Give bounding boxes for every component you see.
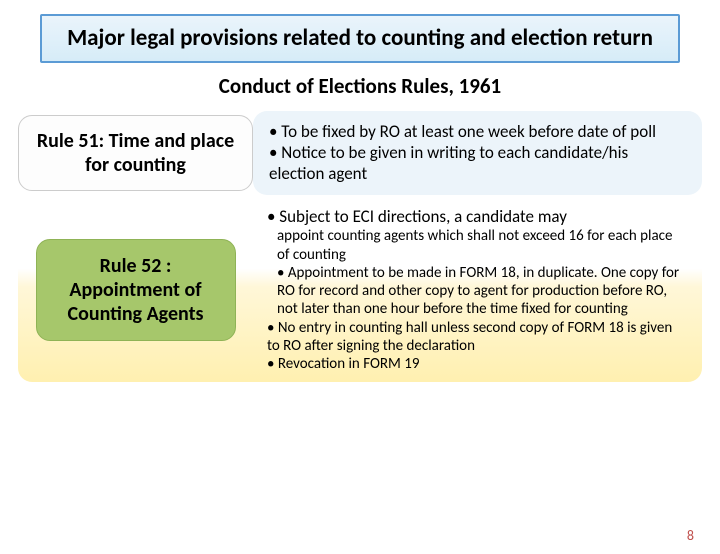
rule52-row: Rule 52 : Appointment of Counting Agents… <box>18 199 702 382</box>
rule51-bullet-2: • Notice to be given in writing to each … <box>263 142 686 185</box>
rule51-detail: • To be fixed by RO at least one week be… <box>253 111 702 195</box>
rule51-bullet-1: • To be fixed by RO at least one week be… <box>263 121 686 142</box>
subtitle: Conduct of Elections Rules, 1961 <box>0 73 720 99</box>
rule52-bullet-3: • No entry in counting hall unless secon… <box>261 319 688 356</box>
rule51-row: Rule 51: Time and place for counting • T… <box>18 111 702 195</box>
rule52-detail: • Subject to ECI directions, a candidate… <box>253 199 702 382</box>
rule52-label: Rule 52 : Appointment of Counting Agents <box>68 254 204 326</box>
rule52-lead: • Subject to ECI directions, a candidate… <box>261 207 688 228</box>
rule52-bullet-1: appoint counting agents which shall not … <box>261 227 688 264</box>
page-number: 8 <box>687 527 694 544</box>
rule51-label: Rule 51: Time and place for counting <box>29 129 242 177</box>
rule52-left: Rule 52 : Appointment of Counting Agents <box>18 199 253 382</box>
page-title: Major legal provisions related to counti… <box>62 24 658 53</box>
rule52-bullet-2: • Appointment to be made in FORM 18, in … <box>261 264 688 319</box>
rule52-bullet-4: • Revocation in FORM 19 <box>261 355 688 373</box>
rule51-label-box: Rule 51: Time and place for counting <box>18 115 253 191</box>
title-box: Major legal provisions related to counti… <box>40 14 680 63</box>
rule52-label-box: Rule 52 : Appointment of Counting Agents <box>36 239 236 341</box>
